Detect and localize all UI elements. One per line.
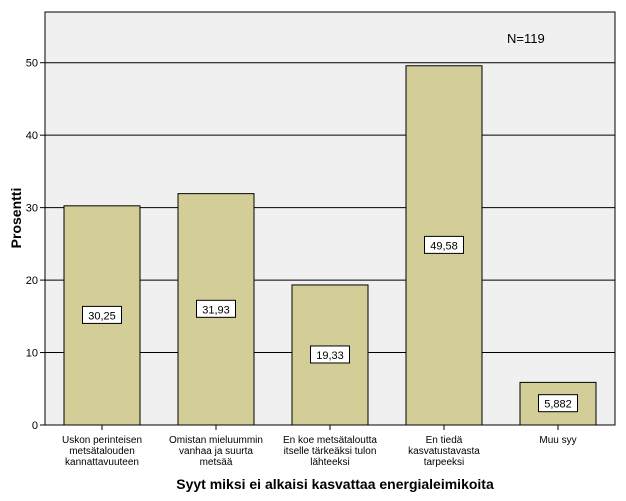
bars: 30,25 31,93 19,33 49,58 5,882 [63,65,597,426]
data-label-box [310,345,350,364]
data-label: 5,882 [544,399,572,411]
data-label: 49,58 [430,240,458,252]
data-label: 19,33 [316,350,344,362]
n-annotation: N=119 [507,31,545,46]
y-tick-label: 20 [26,275,38,287]
x-axis-tick-labels: Uskon perinteisen metsätalouden kannattavu… [62,425,577,468]
x-tick-label: Uskon perinteisen metsätalouden kannattavu… [62,435,142,468]
y-tick-label: 30 [26,203,38,215]
y-tick-label: 0 [32,420,38,432]
x-tick-label: En koe metsätaloutta itselle tärkeäksi tu… [283,435,377,468]
data-label-box [538,394,578,413]
data-label-box [424,235,464,254]
x-tick-label: Muu syy [539,435,576,446]
data-label-box [196,299,236,318]
y-tick-label: 10 [26,348,38,360]
y-axis: 0 10 20 30 40 50 [26,58,45,432]
x-tick-label: En tiedä kasvatustavasta tarpeeksi [408,435,480,468]
x-axis-title: Syyt miksi ei alkaisi kasvattaa energial… [176,476,494,492]
y-axis-title: Prosentti [8,188,24,249]
x-tick-label: Omistan mieluummin vanhaa ja suurta metsää [169,435,263,468]
data-label-box [82,305,122,324]
y-tick-label: 40 [26,130,38,142]
y-tick-label: 50 [26,58,38,70]
data-label: 30,25 [88,310,116,322]
data-label: 31,93 [202,304,230,316]
